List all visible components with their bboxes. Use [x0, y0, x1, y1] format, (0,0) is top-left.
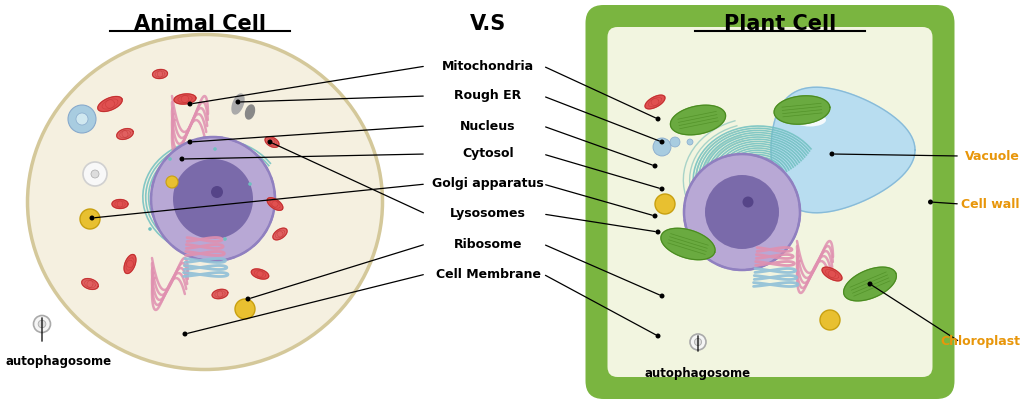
- Circle shape: [652, 164, 657, 168]
- Circle shape: [38, 320, 46, 328]
- Circle shape: [68, 105, 96, 133]
- Polygon shape: [273, 228, 287, 240]
- Text: autophagosome: autophagosome: [645, 368, 751, 381]
- Polygon shape: [771, 87, 915, 213]
- Text: Cell Membrane: Cell Membrane: [435, 267, 541, 280]
- Polygon shape: [82, 279, 98, 289]
- Text: Plant Cell: Plant Cell: [724, 14, 837, 34]
- Polygon shape: [212, 289, 228, 299]
- Text: Nucleus: Nucleus: [460, 120, 516, 133]
- Circle shape: [187, 139, 193, 145]
- Text: Chloroplast: Chloroplast: [940, 335, 1020, 349]
- Circle shape: [820, 310, 840, 330]
- Circle shape: [670, 137, 680, 147]
- Circle shape: [267, 139, 272, 145]
- Text: Golgi apparatus: Golgi apparatus: [432, 177, 544, 191]
- Polygon shape: [174, 94, 196, 104]
- Circle shape: [652, 213, 657, 219]
- Polygon shape: [246, 105, 255, 119]
- Text: Mitochondria: Mitochondria: [442, 59, 535, 72]
- Polygon shape: [124, 255, 136, 274]
- Text: Cell wall: Cell wall: [962, 198, 1020, 210]
- Polygon shape: [822, 267, 842, 281]
- Circle shape: [166, 176, 178, 188]
- Circle shape: [173, 159, 253, 239]
- Circle shape: [690, 334, 706, 350]
- Circle shape: [213, 147, 217, 151]
- Circle shape: [148, 227, 152, 231]
- Polygon shape: [645, 95, 665, 109]
- Polygon shape: [844, 267, 896, 301]
- Polygon shape: [153, 69, 168, 78]
- Ellipse shape: [794, 114, 826, 126]
- Circle shape: [223, 237, 226, 241]
- Text: Vacuole: Vacuole: [966, 149, 1020, 162]
- Circle shape: [655, 229, 660, 234]
- Text: Ribosome: Ribosome: [454, 238, 522, 250]
- FancyBboxPatch shape: [586, 5, 954, 399]
- Text: Cytosol: Cytosol: [462, 147, 514, 160]
- Text: Animal Cell: Animal Cell: [134, 14, 266, 34]
- Polygon shape: [265, 137, 279, 147]
- Polygon shape: [267, 198, 283, 210]
- Circle shape: [179, 156, 184, 162]
- Circle shape: [659, 293, 665, 299]
- Circle shape: [659, 187, 665, 191]
- Circle shape: [91, 170, 99, 178]
- Circle shape: [236, 99, 241, 105]
- Polygon shape: [660, 228, 715, 260]
- Text: Rough ER: Rough ER: [455, 90, 521, 103]
- Circle shape: [694, 339, 701, 345]
- Polygon shape: [98, 97, 122, 112]
- Circle shape: [211, 186, 223, 198]
- Circle shape: [653, 138, 671, 156]
- Circle shape: [76, 113, 88, 125]
- Circle shape: [80, 209, 100, 229]
- Circle shape: [83, 162, 106, 186]
- Circle shape: [151, 137, 275, 261]
- Circle shape: [34, 316, 50, 332]
- FancyBboxPatch shape: [607, 27, 933, 377]
- Circle shape: [684, 154, 800, 270]
- Circle shape: [867, 282, 872, 286]
- Circle shape: [168, 157, 172, 161]
- Circle shape: [742, 196, 754, 208]
- Circle shape: [89, 215, 94, 221]
- Circle shape: [234, 299, 255, 319]
- Polygon shape: [251, 269, 268, 279]
- Text: autophagosome: autophagosome: [5, 356, 112, 368]
- Polygon shape: [112, 200, 128, 208]
- Circle shape: [705, 175, 779, 249]
- Polygon shape: [117, 128, 133, 139]
- Polygon shape: [774, 96, 829, 124]
- Circle shape: [182, 332, 187, 337]
- Text: V.S: V.S: [470, 14, 506, 34]
- Circle shape: [187, 101, 193, 107]
- Circle shape: [246, 297, 251, 301]
- Circle shape: [829, 152, 835, 156]
- Circle shape: [655, 116, 660, 122]
- Circle shape: [655, 333, 660, 339]
- Circle shape: [687, 139, 693, 145]
- Polygon shape: [232, 94, 244, 114]
- Polygon shape: [671, 105, 726, 135]
- Ellipse shape: [28, 34, 383, 370]
- Circle shape: [655, 194, 675, 214]
- Circle shape: [659, 139, 665, 145]
- Circle shape: [248, 182, 252, 186]
- Text: Lysosomes: Lysosomes: [451, 208, 526, 221]
- Circle shape: [928, 200, 933, 204]
